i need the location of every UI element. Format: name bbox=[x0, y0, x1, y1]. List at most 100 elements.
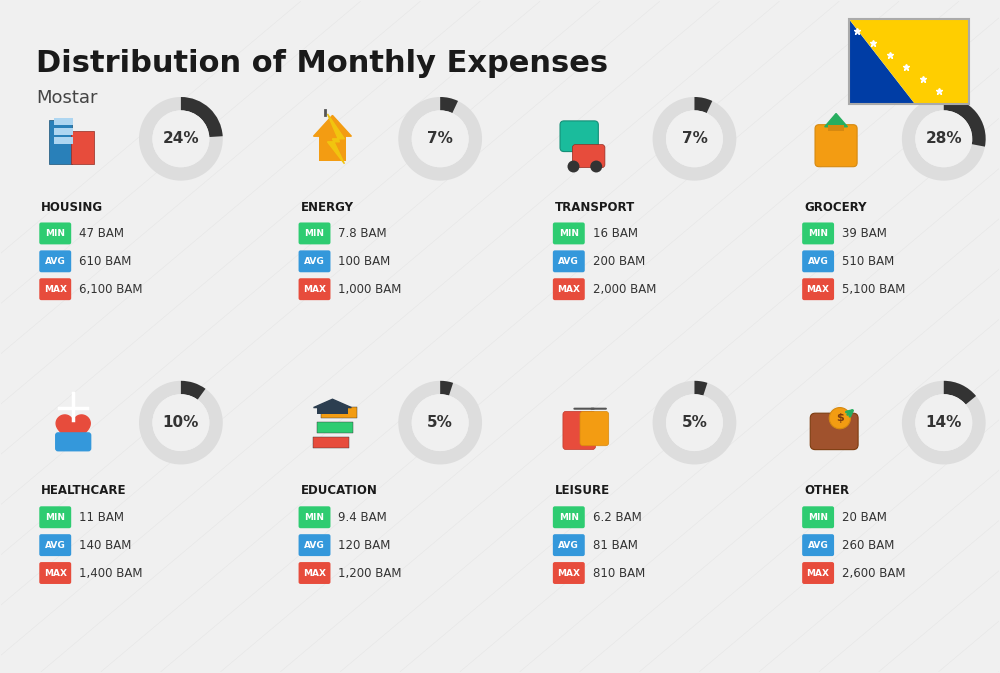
FancyBboxPatch shape bbox=[39, 534, 71, 556]
FancyBboxPatch shape bbox=[802, 506, 834, 528]
Text: 1,200 BAM: 1,200 BAM bbox=[338, 567, 402, 579]
FancyBboxPatch shape bbox=[66, 118, 73, 125]
Wedge shape bbox=[902, 97, 986, 180]
Text: MAX: MAX bbox=[557, 569, 580, 577]
FancyBboxPatch shape bbox=[553, 534, 585, 556]
Circle shape bbox=[568, 161, 579, 172]
FancyBboxPatch shape bbox=[39, 278, 71, 300]
Text: 140 BAM: 140 BAM bbox=[79, 538, 132, 552]
Text: 47 BAM: 47 BAM bbox=[79, 227, 124, 240]
Text: 81 BAM: 81 BAM bbox=[593, 538, 638, 552]
FancyBboxPatch shape bbox=[572, 145, 605, 168]
Text: AVG: AVG bbox=[558, 540, 579, 550]
FancyBboxPatch shape bbox=[55, 432, 91, 452]
FancyBboxPatch shape bbox=[49, 120, 72, 164]
Polygon shape bbox=[849, 20, 969, 104]
FancyBboxPatch shape bbox=[828, 125, 844, 131]
Wedge shape bbox=[694, 97, 712, 113]
FancyBboxPatch shape bbox=[802, 223, 834, 244]
Text: 39 BAM: 39 BAM bbox=[842, 227, 887, 240]
Text: 7%: 7% bbox=[427, 131, 453, 146]
Wedge shape bbox=[653, 97, 736, 180]
Text: 200 BAM: 200 BAM bbox=[593, 255, 645, 268]
Text: GROCERY: GROCERY bbox=[804, 201, 867, 213]
FancyBboxPatch shape bbox=[39, 562, 71, 584]
Text: MIN: MIN bbox=[305, 513, 325, 522]
Text: 6,100 BAM: 6,100 BAM bbox=[79, 283, 143, 295]
Circle shape bbox=[829, 408, 850, 429]
Text: MAX: MAX bbox=[557, 285, 580, 293]
Wedge shape bbox=[398, 381, 482, 464]
Circle shape bbox=[412, 394, 469, 451]
FancyBboxPatch shape bbox=[66, 128, 73, 135]
FancyBboxPatch shape bbox=[553, 223, 585, 244]
Text: AVG: AVG bbox=[808, 540, 828, 550]
Wedge shape bbox=[139, 381, 223, 464]
Text: 2,000 BAM: 2,000 BAM bbox=[593, 283, 656, 295]
FancyBboxPatch shape bbox=[71, 131, 94, 164]
Text: MAX: MAX bbox=[303, 569, 326, 577]
Polygon shape bbox=[56, 415, 90, 446]
Text: 100 BAM: 100 BAM bbox=[338, 255, 391, 268]
Text: MIN: MIN bbox=[559, 229, 579, 238]
Text: MAX: MAX bbox=[44, 569, 67, 577]
Text: AVG: AVG bbox=[558, 257, 579, 266]
Text: 16 BAM: 16 BAM bbox=[593, 227, 638, 240]
FancyBboxPatch shape bbox=[802, 562, 834, 584]
Text: 510 BAM: 510 BAM bbox=[842, 255, 894, 268]
Circle shape bbox=[152, 394, 209, 451]
Text: ENERGY: ENERGY bbox=[301, 201, 354, 213]
FancyBboxPatch shape bbox=[319, 136, 346, 161]
Circle shape bbox=[915, 394, 972, 451]
FancyBboxPatch shape bbox=[60, 128, 67, 135]
FancyBboxPatch shape bbox=[317, 422, 353, 433]
FancyBboxPatch shape bbox=[553, 562, 585, 584]
Circle shape bbox=[666, 394, 723, 451]
Text: 24%: 24% bbox=[163, 131, 199, 146]
FancyBboxPatch shape bbox=[54, 118, 61, 125]
Text: EDUCATION: EDUCATION bbox=[301, 485, 377, 497]
Text: Distribution of Monthly Expenses: Distribution of Monthly Expenses bbox=[36, 49, 608, 78]
Wedge shape bbox=[944, 381, 976, 404]
Text: HOUSING: HOUSING bbox=[41, 201, 103, 213]
Polygon shape bbox=[825, 114, 847, 127]
FancyBboxPatch shape bbox=[560, 121, 598, 151]
FancyBboxPatch shape bbox=[39, 250, 71, 273]
Text: MIN: MIN bbox=[559, 513, 579, 522]
Text: HEALTHCARE: HEALTHCARE bbox=[41, 485, 127, 497]
Text: 5,100 BAM: 5,100 BAM bbox=[842, 283, 905, 295]
Text: MIN: MIN bbox=[45, 229, 65, 238]
Circle shape bbox=[152, 110, 209, 168]
FancyBboxPatch shape bbox=[802, 250, 834, 273]
Polygon shape bbox=[327, 114, 344, 164]
FancyBboxPatch shape bbox=[54, 137, 61, 144]
FancyBboxPatch shape bbox=[815, 125, 857, 167]
Text: 5%: 5% bbox=[427, 415, 453, 430]
FancyBboxPatch shape bbox=[802, 278, 834, 300]
Wedge shape bbox=[181, 97, 223, 137]
FancyBboxPatch shape bbox=[553, 506, 585, 528]
Text: TRANSPORT: TRANSPORT bbox=[555, 201, 635, 213]
Circle shape bbox=[412, 110, 469, 168]
Wedge shape bbox=[902, 381, 986, 464]
FancyBboxPatch shape bbox=[60, 137, 67, 144]
Text: MIN: MIN bbox=[808, 513, 828, 522]
Text: 1,000 BAM: 1,000 BAM bbox=[338, 283, 402, 295]
Text: 14%: 14% bbox=[926, 415, 962, 430]
Text: MIN: MIN bbox=[808, 229, 828, 238]
FancyBboxPatch shape bbox=[553, 278, 585, 300]
Polygon shape bbox=[314, 399, 351, 408]
FancyBboxPatch shape bbox=[66, 137, 73, 144]
Text: MAX: MAX bbox=[44, 285, 67, 293]
FancyBboxPatch shape bbox=[299, 250, 330, 273]
Circle shape bbox=[666, 110, 723, 168]
Text: 120 BAM: 120 BAM bbox=[338, 538, 391, 552]
Text: 1,400 BAM: 1,400 BAM bbox=[79, 567, 143, 579]
Text: 5%: 5% bbox=[682, 415, 707, 430]
FancyBboxPatch shape bbox=[299, 506, 330, 528]
FancyBboxPatch shape bbox=[299, 562, 330, 584]
Wedge shape bbox=[944, 97, 986, 147]
FancyBboxPatch shape bbox=[802, 534, 834, 556]
Wedge shape bbox=[181, 381, 206, 400]
Text: 7.8 BAM: 7.8 BAM bbox=[338, 227, 387, 240]
